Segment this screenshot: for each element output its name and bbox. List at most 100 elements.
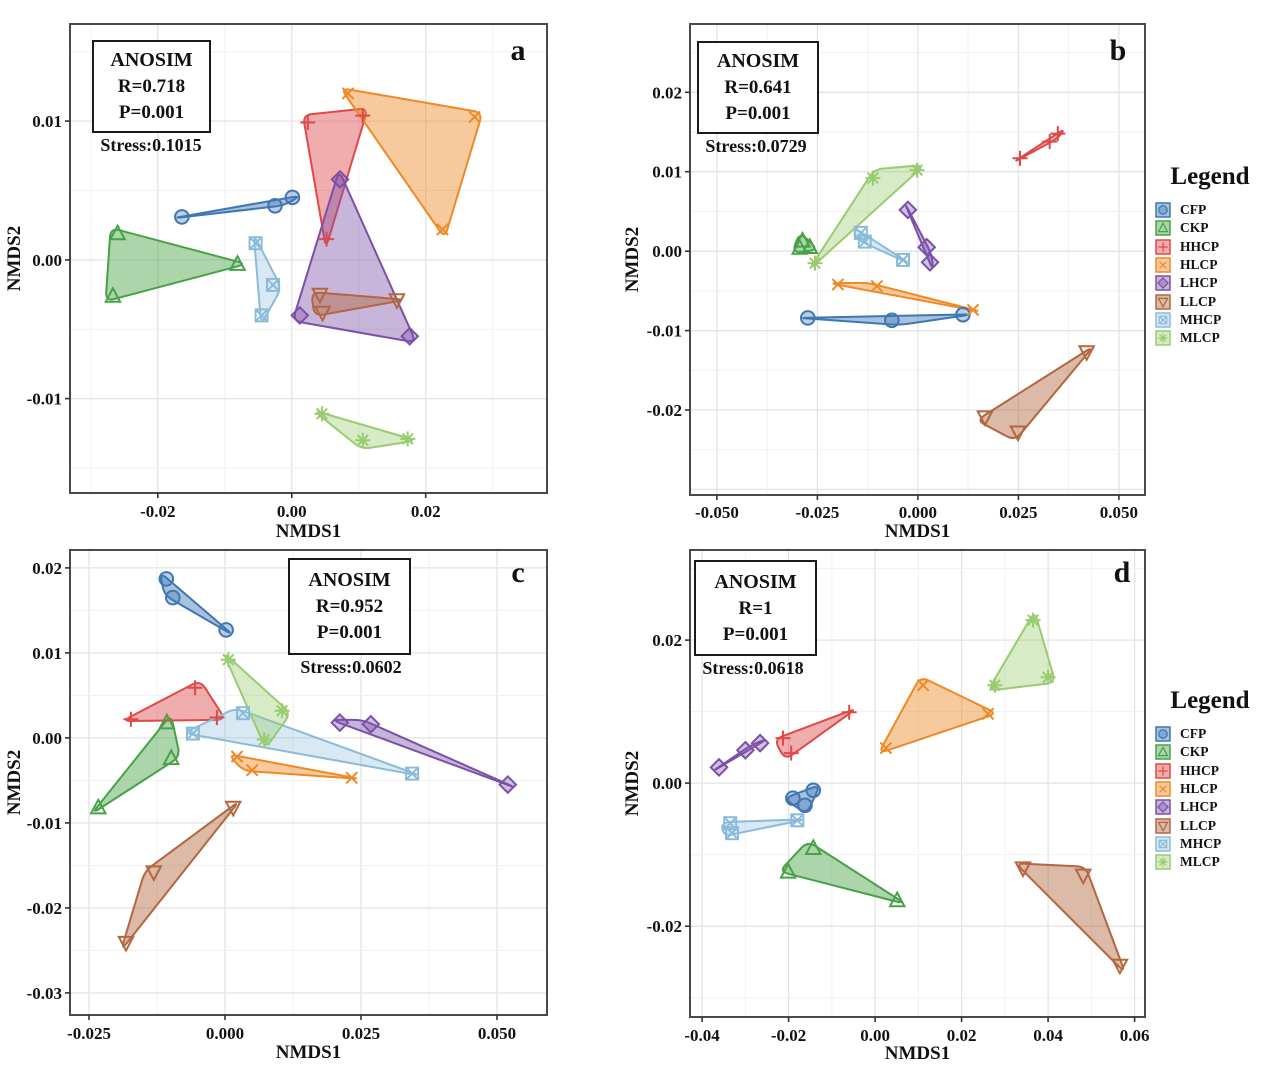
hull-HLCP (832, 281, 979, 312)
marker-MLCP (865, 170, 881, 186)
marker-MLCP (987, 677, 1003, 693)
hull-HHCP (1015, 129, 1064, 162)
hull-CKP (94, 717, 180, 812)
x-tick-label: -0.02 (771, 1026, 806, 1045)
x-tick-label: 0.000 (206, 1024, 244, 1043)
marker-CKP (228, 254, 247, 271)
anosim-box-b: ANOSIM R=0.641 P=0.001 (697, 41, 819, 134)
legend-label: MHCP (1180, 835, 1222, 851)
marker-CFP (284, 189, 301, 206)
marker-HLCP (345, 771, 359, 785)
marker-MLCP (314, 406, 330, 422)
y-axis-title: NMDS2 (4, 226, 25, 291)
legend-label: MHCP (1180, 311, 1222, 327)
x-tick-label: 0.025 (999, 503, 1037, 522)
marker-LHCP (735, 740, 756, 760)
anosim-p-value: P=0.001 (725, 103, 791, 124)
marker-HLCP (468, 110, 481, 124)
legend-item-hhcp: HHCP (1155, 762, 1265, 780)
marker-MHCP (248, 236, 263, 251)
marker-HLCP (966, 303, 980, 317)
marker-LHCP (709, 757, 729, 778)
x-tick-label: 0.025 (342, 1024, 380, 1043)
marker-LLCP (313, 305, 332, 323)
marker-HLCP (245, 763, 259, 777)
marker-CFP (158, 571, 175, 587)
marker-LLCP (1111, 958, 1129, 976)
legend-item-cfp: CFP (1155, 725, 1265, 743)
x-tick-label: 0.000 (899, 503, 937, 522)
y-tick-label: 0.01 (32, 112, 62, 131)
marker-HHCP (1012, 150, 1028, 166)
marker-HLCP (916, 678, 930, 692)
marker-MLCP (909, 162, 925, 178)
hhcp-plus-icon (1155, 762, 1171, 779)
y-tick-label: -0.02 (27, 899, 62, 918)
marker-HLCP (879, 741, 893, 755)
x-tick-label: -0.04 (684, 1026, 720, 1045)
marker-LLCP (388, 293, 406, 311)
marker-LLCP (1014, 861, 1032, 879)
x-tick-label: 0.02 (947, 1026, 977, 1045)
marker-LHCP (330, 712, 350, 733)
anosim-p-value: P=0.001 (316, 622, 383, 643)
marker-LHCP (917, 237, 937, 257)
marker-CKP (804, 838, 823, 856)
marker-LLCP (1009, 425, 1027, 443)
x-tick-label: 0.06 (1120, 1026, 1150, 1045)
anosim-title: ANOSIM (308, 569, 391, 591)
legend-label: MLCP (1180, 330, 1220, 346)
anosim-r-value: R=1 (738, 597, 773, 619)
legend-label: LHCP (1180, 275, 1218, 291)
marker-HHCP (775, 730, 791, 746)
marker-CFP (1158, 729, 1168, 739)
marker-HHCP (209, 710, 225, 725)
marker-LLCP (1074, 868, 1093, 886)
legend-item-ckp: CKP (1155, 743, 1265, 761)
marker-CKP (104, 286, 122, 303)
anosim-box-c: ANOSIM R=0.952 P=0.001 (288, 558, 411, 655)
y-tick-label: 0.01 (32, 644, 62, 663)
marker-MLCP (1158, 333, 1168, 343)
hull-LLCP (979, 348, 1092, 440)
legend-item-lhcp: LHCP (1155, 798, 1265, 816)
marker-LHCP (498, 774, 518, 795)
marker-LHCP (400, 326, 420, 346)
y-axis-title: NMDS2 (622, 751, 643, 816)
x-axis-title: NMDS1 (885, 521, 950, 542)
anosim-title: ANOSIM (714, 570, 797, 593)
anosim-r-value: R=0.718 (117, 76, 186, 97)
legend-top: Legend CFP CKP HHCP HLCP LHCP LLCP MHCP (1155, 163, 1265, 347)
marker-HHCP (783, 745, 799, 761)
marker-HHCP (1050, 126, 1066, 142)
marker-MHCP (725, 826, 739, 841)
anosim-box-d: ANOSIM R=1 P=0.001 (694, 560, 817, 656)
marker-LLCP (1157, 297, 1169, 308)
legend-item-hlcp: HLCP (1155, 780, 1265, 798)
marker-HHCP (1042, 134, 1058, 150)
panel-d-plot: -0.04 -0.02 0.00 0.02 0.04 0.06 0.02 0.00 -0.02 N… (622, 549, 1150, 1064)
marker-MHCP (790, 813, 805, 828)
y-tick-label: -0.01 (27, 390, 62, 409)
panel-c-plot: -0.025 0.000 0.025 0.050 0.02 0.01 0.00 -0.01 -0… (4, 549, 548, 1063)
legend-label: MLCP (1180, 854, 1220, 870)
legend-title: Legend (1170, 687, 1250, 714)
legend-label: CKP (1180, 220, 1209, 236)
marker-CFP (800, 310, 816, 326)
x-tick-label: -0.050 (695, 503, 739, 522)
x-axis-title: NMDS1 (885, 1043, 950, 1064)
mhcp-box-x-icon (1155, 836, 1171, 852)
y-tick-label: 0.00 (32, 251, 62, 270)
ckp-triangle-icon (1155, 220, 1171, 237)
anosim-box-a: ANOSIM R=0.718 P=0.001 (92, 40, 211, 133)
marker-LHCP (330, 169, 350, 190)
marker-HLCP (831, 278, 845, 291)
marker-CKP (1157, 222, 1169, 233)
legend-bottom: Legend CFP CKP HHCP HLCP LHCP LLCP MHCP (1155, 687, 1265, 871)
marker-HHCP (841, 704, 857, 720)
marker-MHCP (254, 308, 269, 323)
llcp-triangle-down-icon (1155, 817, 1171, 834)
legend-item-mhcp: MHCP (1155, 835, 1265, 853)
x-tick-label: 0.050 (478, 1024, 516, 1043)
